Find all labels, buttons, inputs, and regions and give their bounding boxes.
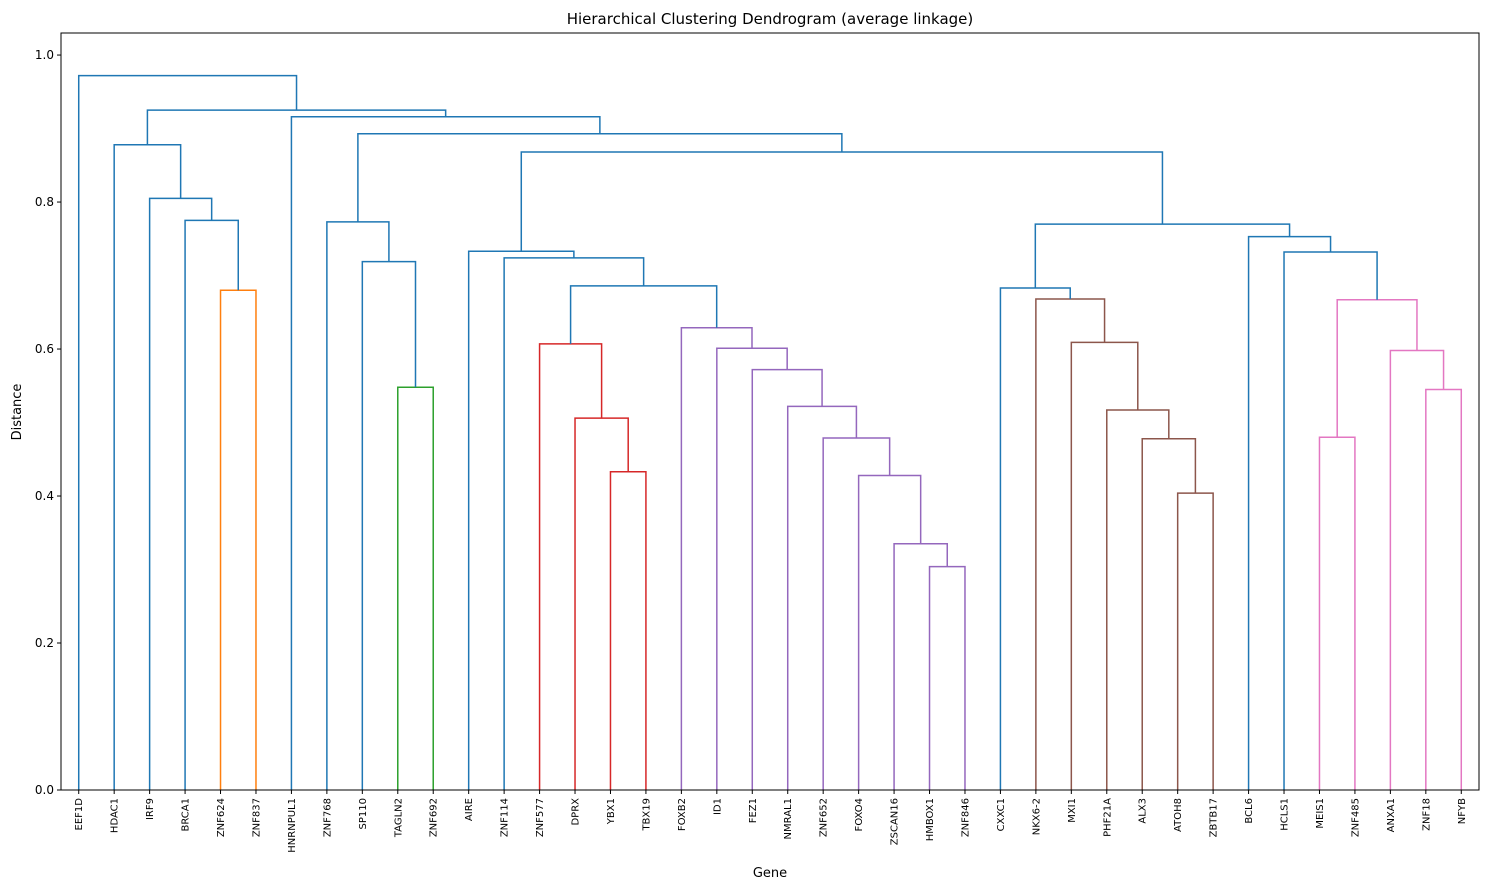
- dendrogram-link-eef1d-m37: [77, 74, 298, 790]
- dendrogram-link-brca1-m0: [184, 219, 239, 790]
- x-tick-label-phf21a: PHF21A: [1102, 798, 1113, 837]
- dendrogram-links: [77, 74, 1463, 790]
- axes-frame: [60, 32, 1480, 791]
- dendrogram-link-aire-m19: [467, 250, 575, 790]
- y-tick-label: 0.2: [35, 636, 54, 650]
- x-tick-label-alx3: ALX3: [1138, 798, 1149, 824]
- x-tick-label-id1: ID1: [712, 798, 723, 815]
- y-tick-label: 0.8: [35, 195, 54, 209]
- x-tick-label-zbtb17: ZBTB17: [1209, 798, 1220, 837]
- x-tick-label-meis1: MEIS1: [1315, 798, 1326, 829]
- x-tick-label-brca1: BRCA1: [181, 798, 192, 832]
- dendrogram-link-hcls1-m30: [1283, 251, 1378, 790]
- dendrogram-link-znf768-m5: [326, 221, 390, 790]
- x-tick-label-znf692: ZNF692: [429, 798, 440, 837]
- dendrogram-link-hmbox1-znf846: [928, 565, 966, 790]
- dendrogram-link-sp110-m4: [361, 260, 417, 790]
- dendrogram-link-tagln2-znf692: [397, 386, 434, 790]
- x-tick-label-znf114: ZNF114: [500, 798, 511, 837]
- x-tick-label-aire: AIRE: [464, 798, 475, 821]
- x-tick-label-mxi1: MXI1: [1067, 798, 1078, 823]
- dendrogram-link-foxb2-m16: [680, 326, 753, 790]
- x-tick-label-atoh8: ATOH8: [1173, 798, 1184, 832]
- y-axis-label: Distance: [10, 384, 25, 441]
- x-tick-label-nfyb: NFYB: [1457, 798, 1468, 824]
- x-tick-label-nkx6-2: NKX6-2: [1031, 798, 1042, 835]
- x-tick-label-tbx19: TBX19: [641, 798, 652, 832]
- chart-title: Hierarchical Clustering Dendrogram (aver…: [567, 10, 974, 28]
- x-tick-label-znf837: ZNF837: [251, 798, 262, 837]
- x-tick-label-znf485: ZNF485: [1350, 798, 1361, 837]
- x-tick-label-hdac1: HDAC1: [110, 798, 121, 833]
- x-tick-label-znf577: ZNF577: [535, 798, 546, 837]
- dendrogram-link-bcl6-m31: [1247, 235, 1332, 790]
- x-tick-label-zscan16: ZSCAN16: [890, 798, 901, 845]
- x-tick-label-foxo4: FOXO4: [854, 798, 865, 831]
- x-tick-label-foxb2: FOXB2: [677, 798, 688, 831]
- x-tick-label-fez1: FEZ1: [748, 798, 759, 823]
- y-tick-label: 0.0: [35, 783, 54, 797]
- x-tick-label-znf18: ZNF18: [1421, 798, 1432, 831]
- x-axis-label: Gene: [753, 866, 787, 881]
- x-tick-label-dprx: DPRX: [571, 798, 582, 826]
- y-tick-label: 0.6: [35, 342, 54, 356]
- x-tick-label-znf624: ZNF624: [216, 798, 227, 837]
- x-tick-label-ybx1: YBX1: [606, 798, 617, 825]
- dendrogram-link-mxi1-m23: [1070, 341, 1139, 790]
- y-axis: 0.0 0.2 0.4 0.6 0.8 1.0: [35, 48, 61, 797]
- x-tick-label-bcl6: BCL6: [1244, 798, 1255, 824]
- x-tick-label-irf9: IRF9: [145, 798, 156, 820]
- dendrogram-link-dprx-m7: [574, 417, 629, 790]
- dendrogram-link-hdac1-m2: [113, 143, 182, 790]
- x-tick-label-nmral1: NMRAL1: [783, 798, 794, 839]
- x-tick-label-tagln2: TAGLN2: [393, 798, 404, 838]
- dendrogram-link-m3-m36: [146, 109, 447, 145]
- x-tick-label-znf768: ZNF768: [322, 798, 333, 837]
- dendrogram-link-foxo4-m11: [857, 474, 922, 790]
- y-tick-label: 1.0: [35, 48, 54, 62]
- x-tick-label-cxxc1: CXXC1: [996, 798, 1007, 831]
- x-axis: EEF1D HDAC1 IRF9 BRCA1 ZNF624 ZNF837 HNRNPUL1 Z…: [74, 790, 1468, 853]
- y-tick-label: 0.4: [35, 489, 54, 503]
- dendrogram-link-atoh8-zbtb17: [1176, 492, 1214, 790]
- x-tick-label-hcls1: HCLS1: [1280, 798, 1291, 831]
- x-tick-label-znf846: ZNF846: [960, 798, 971, 837]
- x-tick-label-hnrnpul1: HNRNPUL1: [287, 798, 298, 853]
- x-tick-label-hmbox1: HMBOX1: [925, 798, 936, 841]
- x-tick-label-eef1d: EEF1D: [74, 798, 85, 831]
- dendrogram-link-fez1-m14: [751, 368, 823, 790]
- x-tick-label-znf652: ZNF652: [819, 798, 830, 837]
- x-tick-label-sp110: SP110: [358, 798, 369, 829]
- x-tick-label-anxa1: ANXA1: [1386, 798, 1397, 832]
